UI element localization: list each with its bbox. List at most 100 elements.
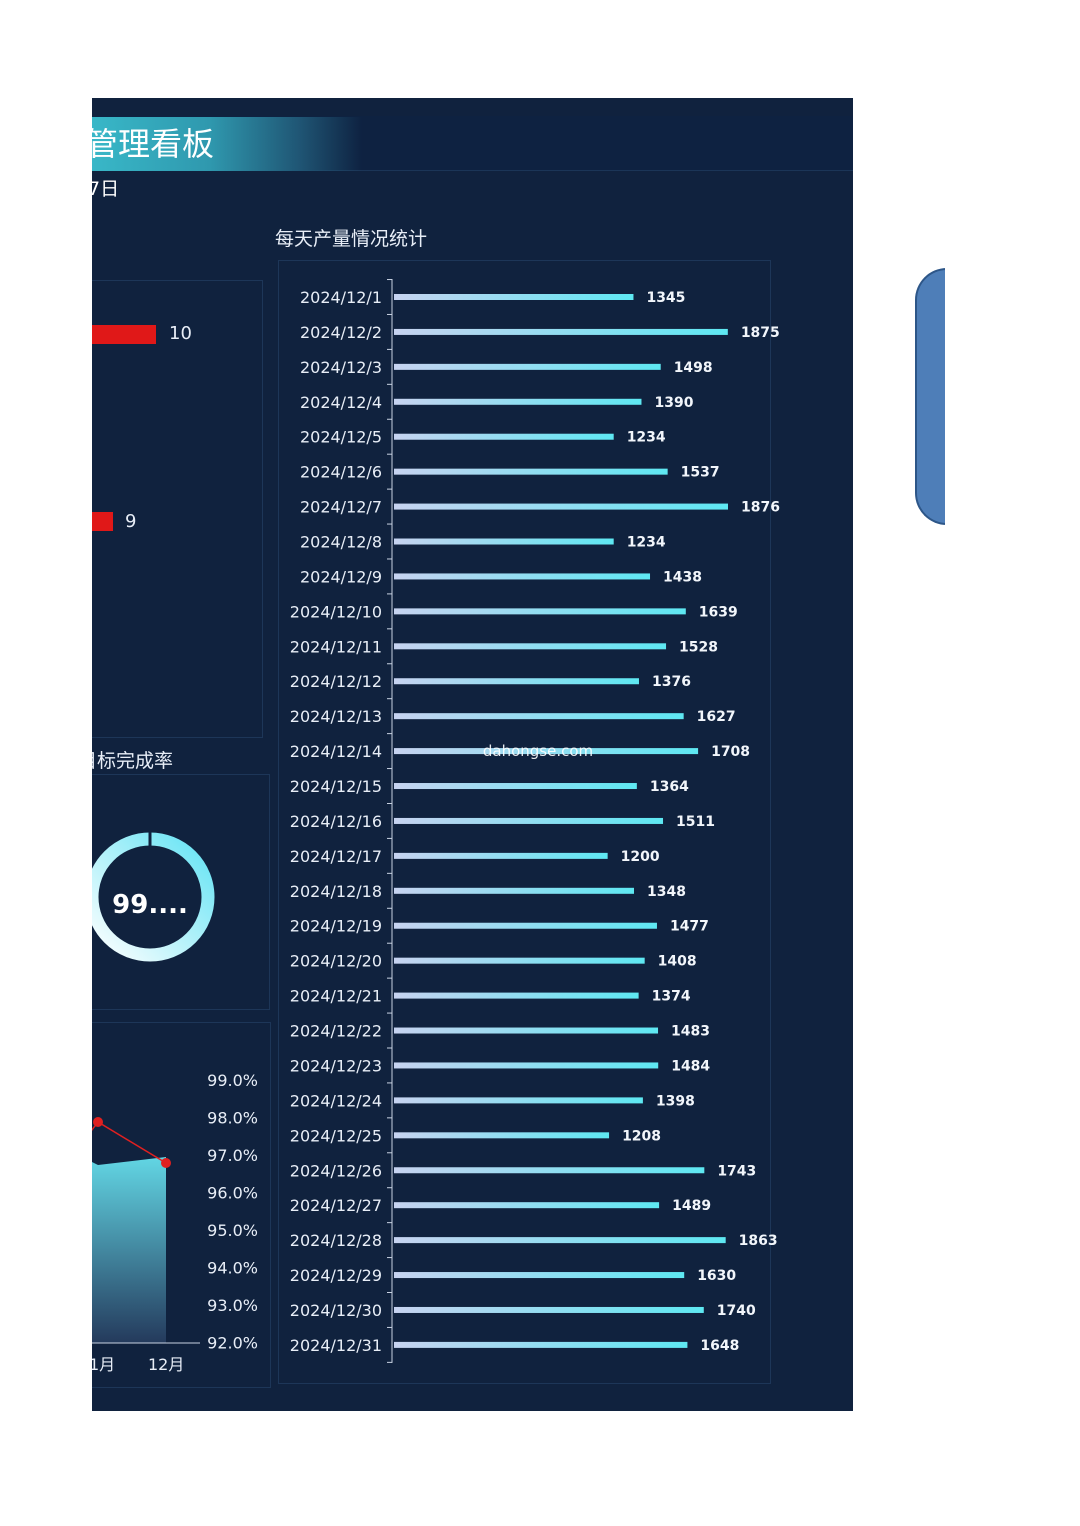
y-tick-label: 2024/12/1 [300, 288, 382, 307]
monthly-y-label: 96.0% [207, 1184, 258, 1203]
monthly-line [92, 1121, 167, 1164]
monthly-x-label: 1月 [89, 1355, 115, 1374]
completion-value: 99.... [112, 890, 188, 920]
bar [394, 1306, 704, 1313]
bar [394, 328, 728, 335]
monthly-y-axis: 99.0% 98.0% 97.0% 96.0% 95.0% 94.0% 93.0% 92.0% [207, 1071, 258, 1353]
data-label: 1345 [646, 290, 685, 306]
data-label: 1630 [697, 1268, 736, 1284]
data-label: 1708 [711, 744, 750, 760]
y-tick-label: 2024/12/10 [290, 602, 382, 621]
bar [394, 1237, 726, 1244]
bar [394, 363, 661, 370]
ranking-panel [92, 280, 263, 738]
y-tick-label: 2024/12/15 [290, 777, 382, 796]
data-label: 1408 [658, 954, 697, 970]
data-label: 1483 [671, 1024, 710, 1040]
data-label: 1374 [652, 989, 691, 1005]
data-label: 1511 [676, 814, 715, 830]
ranking-value-1: 10 [169, 323, 192, 344]
monthly-y-label: 92.0% [207, 1334, 258, 1353]
dashboard: 管理看板 7日 10 9 目标完成率 每天产量情况统计 [92, 98, 853, 1411]
bar [394, 1202, 660, 1209]
monthly-point [93, 1117, 103, 1127]
bar [394, 748, 699, 755]
monthly-point [161, 1158, 171, 1168]
bar [394, 1341, 688, 1348]
bar [394, 713, 684, 720]
y-tick-label: 2024/12/22 [290, 1022, 382, 1041]
bar [394, 992, 639, 999]
y-tick-label: 2024/12/31 [290, 1336, 382, 1355]
monthly-y-label: 95.0% [207, 1221, 258, 1240]
monthly-y-label: 94.0% [207, 1259, 258, 1278]
data-label: 1863 [739, 1233, 778, 1249]
daily-production-panel [278, 260, 771, 1384]
data-label: 1528 [679, 639, 718, 655]
bar [394, 1167, 705, 1174]
bar [394, 538, 614, 545]
page-edge [945, 260, 975, 540]
y-tick-label: 2024/12/9 [300, 567, 382, 586]
monthly-y-label: 98.0% [207, 1109, 258, 1128]
monthly-trend-panel [92, 1022, 271, 1388]
y-tick-label: 2024/12/27 [290, 1196, 382, 1215]
y-tick-label: 2024/12/11 [290, 637, 382, 656]
data-label: 1234 [627, 430, 666, 446]
bar [394, 468, 668, 475]
y-tick-label: 2024/12/30 [290, 1301, 382, 1320]
data-label: 1484 [671, 1058, 710, 1074]
data-label: 1364 [650, 779, 689, 795]
y-tick-label: 2024/12/21 [290, 987, 382, 1006]
monthly-y-label: 97.0% [207, 1146, 258, 1165]
bar [394, 1272, 685, 1279]
data-label: 1438 [663, 569, 702, 585]
y-tick-label: 2024/12/7 [300, 498, 382, 517]
completion-panel [92, 774, 270, 1010]
y-tick-label: 2024/12/18 [290, 882, 382, 901]
data-label: 1200 [621, 849, 660, 865]
data-label: 1489 [672, 1198, 711, 1214]
y-tick-label: 2024/12/17 [290, 847, 382, 866]
data-label: 1648 [700, 1338, 739, 1354]
y-tick-label: 2024/12/23 [290, 1056, 382, 1075]
bar [394, 678, 639, 685]
bar [394, 503, 728, 510]
completion-title: 目标完成率 [92, 750, 174, 772]
data-label: 1876 [741, 500, 780, 516]
y-tick-label: 2024/12/13 [290, 707, 382, 726]
watermark: dahongse.com [483, 742, 593, 760]
monthly-y-label: 99.0% [207, 1071, 258, 1090]
data-label: 1376 [652, 674, 691, 690]
data-label: 1743 [717, 1163, 756, 1179]
data-label: 1477 [670, 919, 709, 935]
y-tick-label: 2024/12/29 [290, 1266, 382, 1285]
bar [394, 957, 645, 964]
bar [394, 887, 634, 894]
bar [394, 1097, 643, 1104]
bar [394, 1132, 610, 1139]
bar [394, 922, 657, 929]
monthly-x-label: 12月 [148, 1355, 184, 1374]
data-label: 1537 [681, 465, 720, 481]
data-label: 1398 [656, 1093, 695, 1109]
y-tick-label: 2024/12/6 [300, 463, 382, 482]
ranking-bar-2 [92, 512, 113, 531]
y-tick-label: 2024/12/20 [290, 952, 382, 971]
y-tick-label: 2024/12/28 [290, 1231, 382, 1250]
ranking-value-2: 9 [125, 511, 137, 532]
bar [394, 643, 667, 650]
y-tick-label: 2024/12/2 [300, 323, 382, 342]
y-tick-label: 2024/12/24 [290, 1091, 382, 1110]
bar [394, 817, 664, 824]
data-label: 1875 [741, 325, 780, 341]
bar [394, 783, 637, 790]
bar [394, 852, 608, 859]
data-label: 1639 [699, 604, 738, 620]
data-label: 1234 [627, 535, 666, 551]
data-label: 1740 [717, 1303, 756, 1319]
ranking-bar-1 [92, 325, 156, 344]
data-label: 1208 [622, 1128, 661, 1144]
monthly-y-label: 93.0% [207, 1296, 258, 1315]
